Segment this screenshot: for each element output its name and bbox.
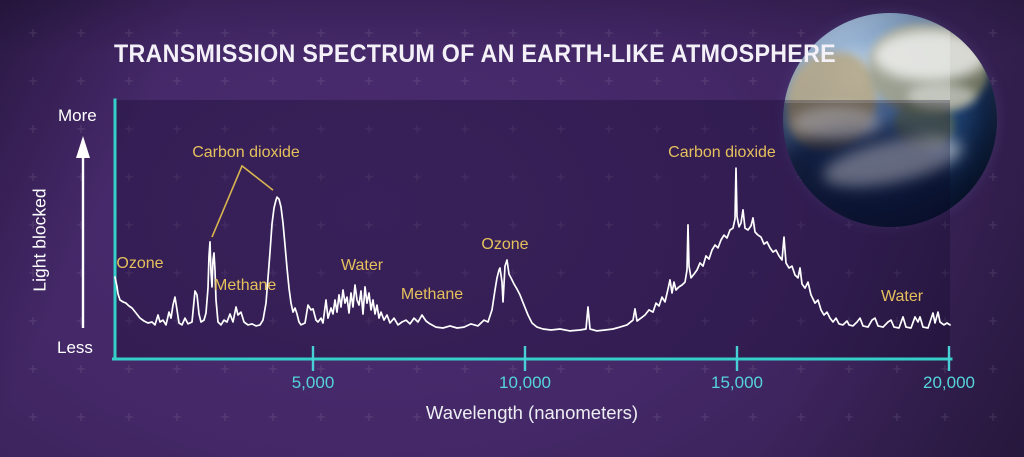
- molecule-label-ozone: Ozone: [481, 236, 529, 254]
- y-axis-more-label: More: [58, 106, 97, 125]
- x-tick-label: 5,000: [291, 373, 335, 392]
- chart-title: TRANSMISSION SPECTRUM OF AN EARTH-LIKE A…: [114, 40, 836, 68]
- x-tick-label: 20,000: [923, 373, 975, 392]
- molecule-label-ozone: Ozone: [116, 254, 164, 272]
- earth-clouds: [872, 30, 989, 82]
- y-axis-less-label: Less: [57, 338, 93, 357]
- molecule-label-methane: Methane: [214, 276, 277, 294]
- spectrum-curve: [114, 167, 951, 332]
- light-blocked-arrow: [76, 136, 90, 328]
- molecule-label-carbon-dioxide: Carbon dioxide: [668, 144, 776, 162]
- earth-clouds: [791, 107, 882, 140]
- x-tick-label: 15,000: [711, 373, 763, 392]
- molecule-label-carbon-dioxide: Carbon dioxide: [192, 144, 300, 162]
- plot-area-shade: [115, 100, 950, 359]
- molecule-label-water: Water: [880, 288, 924, 306]
- earth-clouds: [907, 83, 976, 110]
- x-tick-label: 10,000: [499, 373, 551, 392]
- earth-illustration: [783, 13, 997, 227]
- earth-glare-band: [783, 13, 950, 103]
- y-axis-title: Light blocked: [29, 188, 50, 292]
- x-axis-title: Wavelength (nanometers): [425, 402, 639, 423]
- molecule-label-water: Water: [340, 257, 384, 275]
- annotation-leader-line: [211, 164, 274, 238]
- molecule-label-methane: Methane: [400, 285, 464, 303]
